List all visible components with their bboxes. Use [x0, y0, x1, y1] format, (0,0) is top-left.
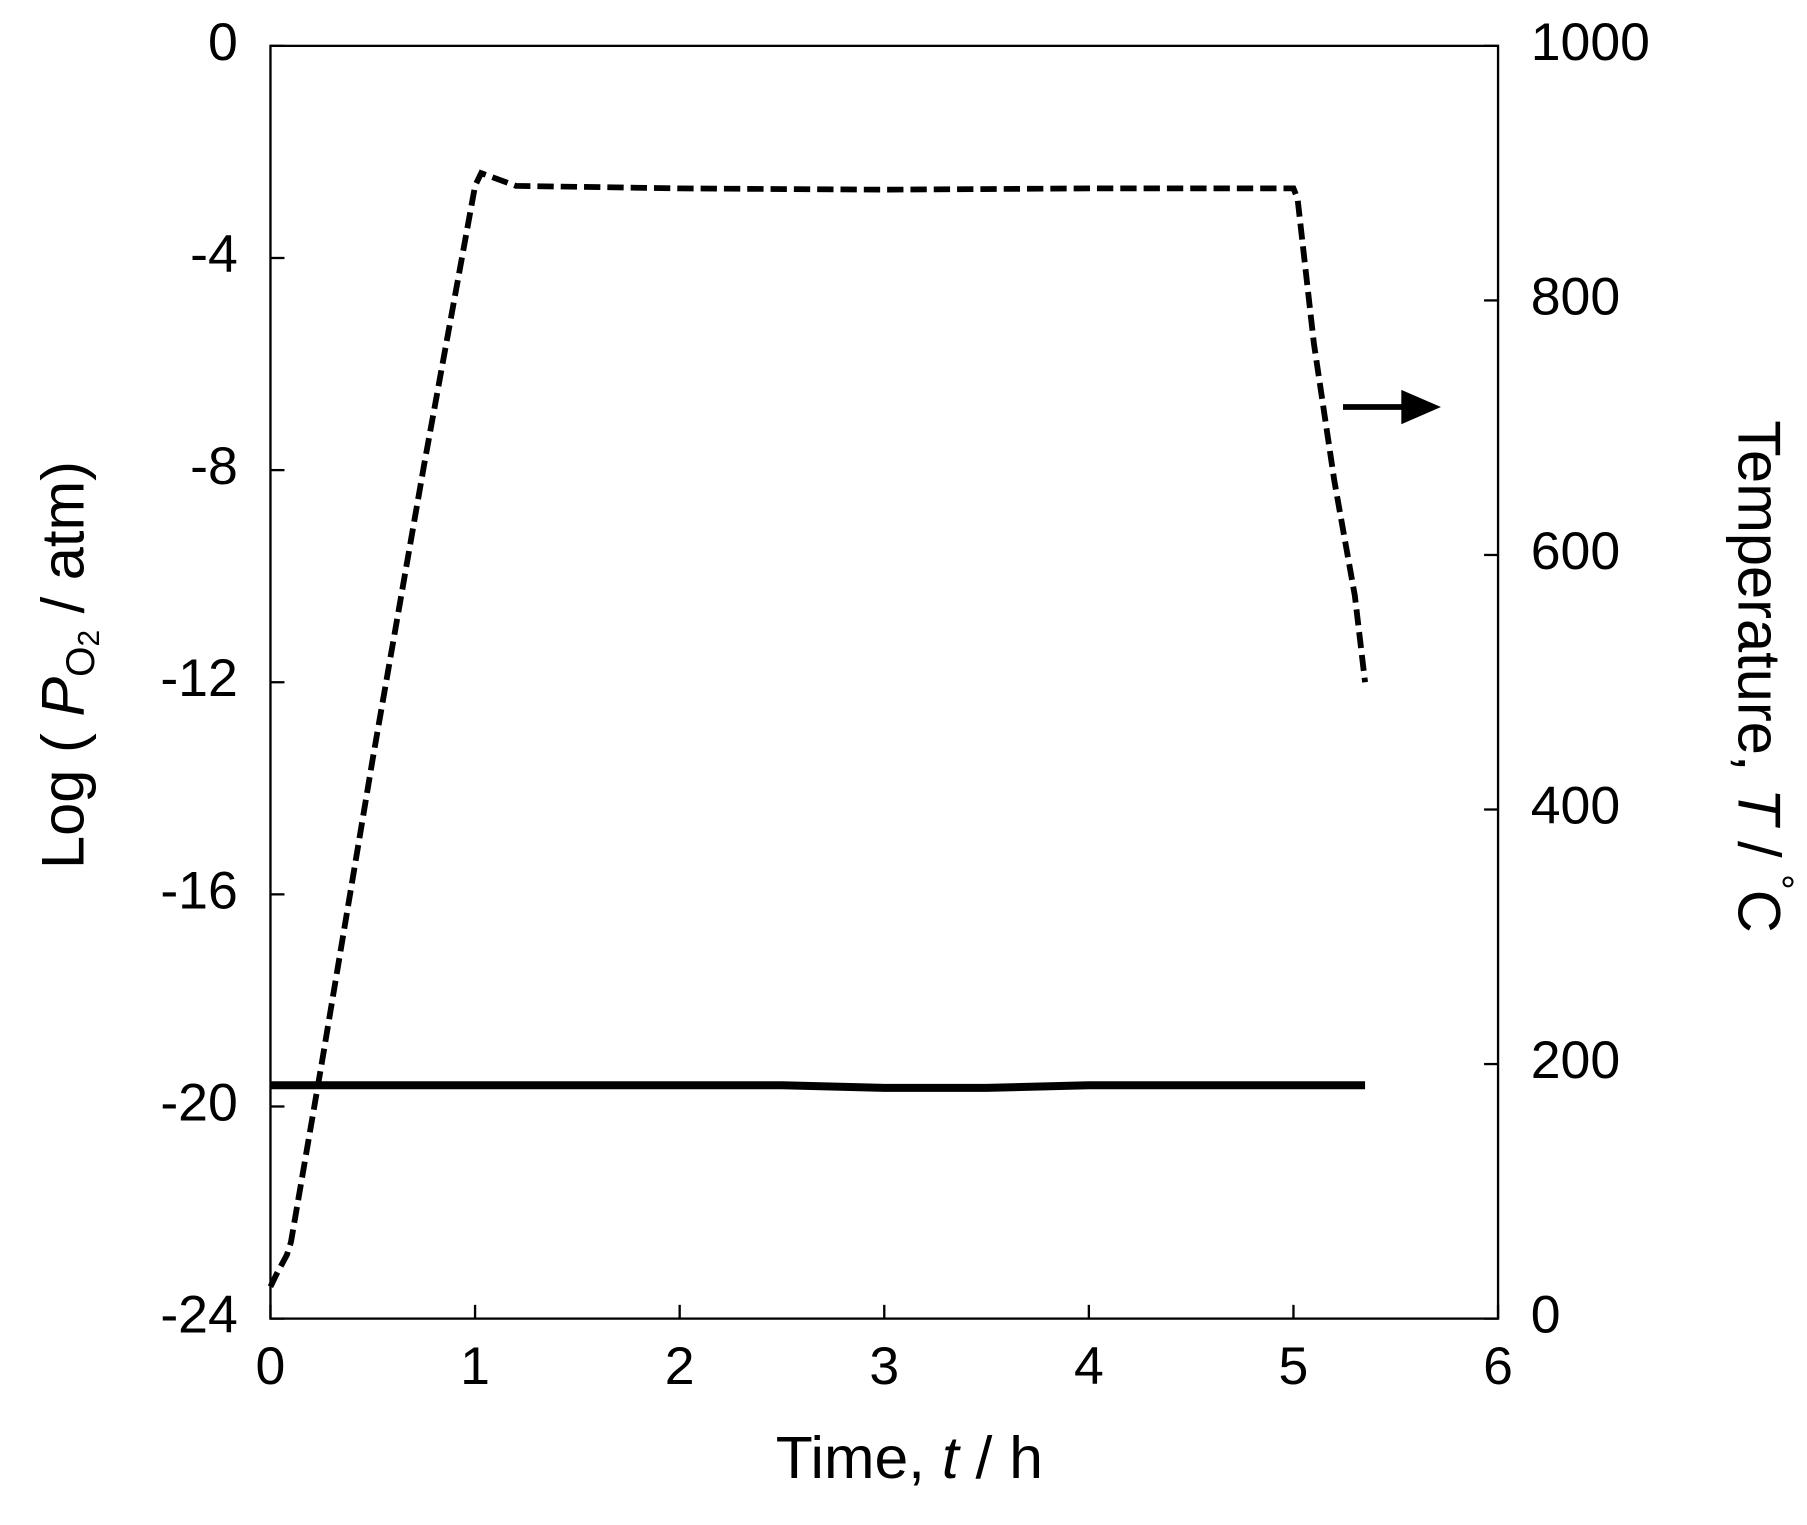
y2-tick-label: 400: [1531, 777, 1620, 836]
y2-axis-label: Temperature, T / °C: [1725, 420, 1800, 933]
y-tick-label: -8: [190, 437, 238, 496]
y-axis-label: Log ( PO2 / atm): [29, 461, 106, 869]
y2-tick-label: 800: [1531, 268, 1620, 327]
y2-tick-label: 200: [1531, 1031, 1620, 1090]
y-tick-label: -12: [160, 650, 237, 709]
y2-label-part: /: [1725, 824, 1793, 874]
y-label-part: P: [29, 677, 97, 717]
x-axis-label: Time, t / h: [776, 1424, 1043, 1490]
plot-frame: [269, 44, 1500, 1320]
x-label-part: / h: [959, 1424, 1043, 1490]
y-label-part: 2: [73, 630, 106, 647]
y2-label-part: C: [1725, 890, 1793, 933]
data-line: [270, 1081, 1366, 1092]
y2-label-part: T: [1725, 788, 1793, 829]
x-tick-label: 6: [1483, 1338, 1513, 1397]
y-tick-label: -24: [160, 1286, 237, 1345]
data-line: [267, 169, 1368, 1289]
y2-tick-label: 1000: [1531, 13, 1650, 72]
y-tick-label: 0: [208, 13, 238, 72]
arrow-annotation: [1343, 389, 1441, 425]
y2-tick-label: 600: [1531, 522, 1620, 581]
y-tick-label: -16: [160, 862, 237, 921]
x-label-part: t: [942, 1424, 961, 1490]
x-tick-label: 2: [665, 1338, 695, 1397]
x-tick-label: 1: [460, 1338, 490, 1397]
x-tick-label: 3: [869, 1338, 899, 1397]
y-label-part: / atm): [29, 461, 97, 630]
x-label-part: Time,: [776, 1424, 942, 1490]
y-tick-label: -4: [190, 225, 238, 284]
y-label-part: O: [59, 647, 103, 677]
x-tick-label: 0: [256, 1338, 286, 1397]
y-tick-label: -20: [160, 1074, 237, 1133]
y2-label-part: Temperature,: [1725, 420, 1793, 788]
x-tick-label: 5: [1279, 1338, 1309, 1397]
y2-label-part: °: [1756, 874, 1800, 890]
y2-tick-label: 0: [1531, 1286, 1561, 1345]
x-tick-label: 4: [1074, 1338, 1104, 1397]
y-label-part: Log (: [29, 717, 97, 869]
